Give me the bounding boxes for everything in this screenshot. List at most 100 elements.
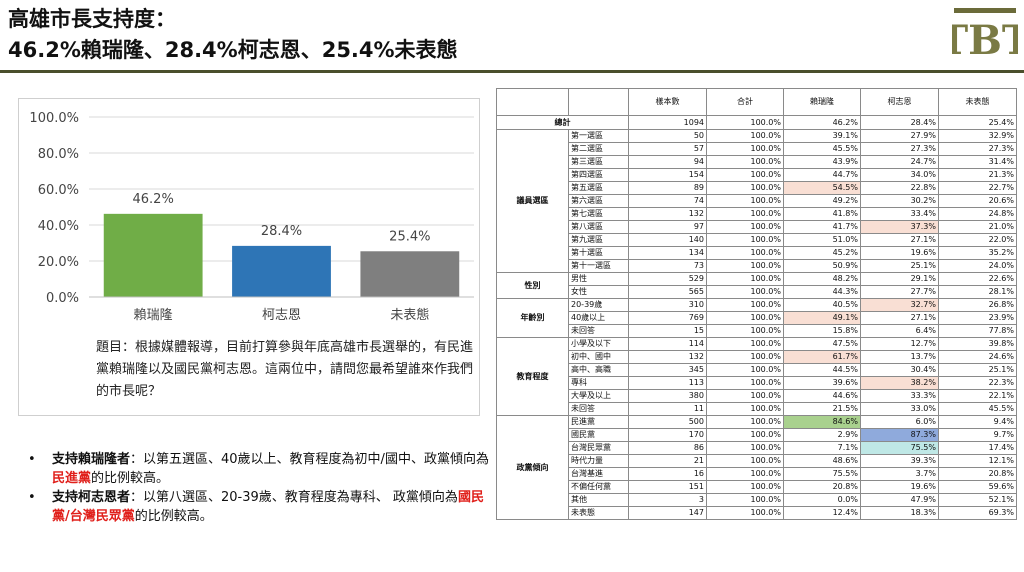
header-blank-cell xyxy=(568,88,629,116)
table-row: 年齡別 20-39歲 310 100.0% 40.5% 32.7% 26.8% xyxy=(496,298,1017,338)
table-cell: 28.4% xyxy=(860,115,939,130)
y-tick-label: 60.0% xyxy=(38,183,79,198)
column-header: 合計 xyxy=(706,88,784,116)
table-cell: 39.1% xyxy=(783,129,861,143)
table-cell: 19.6% xyxy=(860,480,939,494)
row-label: 第七選區 xyxy=(568,207,629,221)
table-cell: 100.0% xyxy=(706,168,784,182)
table-cell: 74 xyxy=(628,194,707,208)
row-label: 第十一選區 xyxy=(568,259,629,273)
table-cell: 769 xyxy=(628,311,707,325)
column-header: 賴瑞隆 xyxy=(783,88,861,116)
row-label: 第五選區 xyxy=(568,181,629,195)
table-cell: 100.0% xyxy=(706,311,784,325)
table-cell: 16 xyxy=(628,467,707,481)
table-cell: 40.5% xyxy=(783,298,861,312)
row-label: 國民黨 xyxy=(568,428,629,442)
table-cell: 100.0% xyxy=(706,376,784,390)
data-label: 46.2% xyxy=(133,192,174,207)
table-row: 第十選區 134 100.0% 45.2% 19.6% 35.2% xyxy=(497,246,1017,260)
finding-lead: 支持柯志恩者 xyxy=(52,490,131,505)
table-cell: 100.0% xyxy=(706,337,784,351)
row-label: 其他 xyxy=(568,493,629,507)
table-cell: 100.0% xyxy=(706,194,784,208)
table-cell: 47.9% xyxy=(860,493,939,507)
row-label: 第六選區 xyxy=(568,194,629,208)
table-cell: 41.8% xyxy=(783,207,861,221)
table-cell: 12.7% xyxy=(860,337,939,351)
table-cell: 345 xyxy=(628,363,707,377)
table-row: 第十一選區 73 100.0% 50.9% 25.1% 24.0% xyxy=(497,259,1017,273)
x-tick-label: 未表態 xyxy=(390,307,429,323)
table-cell: 25.1% xyxy=(860,259,939,273)
table-cell: 6.0% xyxy=(860,415,939,429)
row-label: 台灣基進 xyxy=(568,467,629,481)
table-cell: 100.0% xyxy=(706,467,784,481)
table-row: 第九選區 140 100.0% 51.0% 27.1% 22.0% xyxy=(497,233,1017,247)
table-cell: 100.0% xyxy=(706,115,784,130)
table-row: 未表態 147 100.0% 12.4% 18.3% 69.3% xyxy=(497,506,1017,520)
table-cell: 59.6% xyxy=(938,480,1017,494)
row-label: 40歲以上 xyxy=(568,311,629,325)
table-cell: 39.6% xyxy=(783,376,861,390)
table-cell: 1094 xyxy=(628,115,707,130)
table-row: 台灣民眾黨 86 100.0% 7.1% 75.5% 17.4% xyxy=(497,441,1017,455)
table-cell: 22.6% xyxy=(938,272,1017,286)
group-label: 年齡別 xyxy=(496,298,569,338)
table-cell: 45.2% xyxy=(783,246,861,260)
table-cell: 21.0% xyxy=(938,220,1017,234)
table-row: 專科 113 100.0% 39.6% 38.2% 22.3% xyxy=(497,376,1017,390)
row-label: 時代力量 xyxy=(568,454,629,468)
table-cell: 100.0% xyxy=(706,259,784,273)
table-cell: 170 xyxy=(628,428,707,442)
table-cell: 22.0% xyxy=(938,233,1017,247)
table-cell: 100.0% xyxy=(706,454,784,468)
row-label: 第十選區 xyxy=(568,246,629,260)
y-tick-label: 0.0% xyxy=(46,291,79,306)
bar xyxy=(360,251,460,297)
table-cell: 100.0% xyxy=(706,285,784,299)
table-cell: 100.0% xyxy=(706,506,784,520)
finding-highlight: 國民黨/台灣民眾黨 xyxy=(52,490,484,524)
table-cell: 27.1% xyxy=(860,311,939,325)
table-cell: 27.1% xyxy=(860,233,939,247)
table-row: 其他 3 100.0% 0.0% 47.9% 52.1% xyxy=(497,493,1017,507)
table-cell: 22.3% xyxy=(938,376,1017,390)
table-row: 教育程度 小學及以下 114 100.0% 47.5% 12.7% 39.8% xyxy=(496,337,1017,416)
table-cell: 34.0% xyxy=(860,168,939,182)
table-row: 初中、國中 132 100.0% 61.7% 13.7% 24.6% xyxy=(497,350,1017,364)
table-cell: 41.7% xyxy=(783,220,861,234)
table-cell: 100.0% xyxy=(706,272,784,286)
group-label: 性別 xyxy=(496,272,569,299)
table-cell: 32.9% xyxy=(938,129,1017,143)
table-cell: 25.4% xyxy=(938,115,1017,130)
table-cell: 24.8% xyxy=(938,207,1017,221)
chart-panel: 0.0% 20.0% 40.0% 60.0% 80.0% 100.0% 46.2% 賴瑞隆 28… xyxy=(18,98,480,416)
table-cell: 100.0% xyxy=(706,129,784,143)
table-cell: 22.1% xyxy=(938,389,1017,403)
table-cell: 310 xyxy=(628,298,707,312)
table-cell: 113 xyxy=(628,376,707,390)
group-label: 政黨傾向 xyxy=(496,415,569,520)
table-cell: 11 xyxy=(628,402,707,416)
table-cell: 132 xyxy=(628,350,707,364)
table-cell: 37.3% xyxy=(860,220,939,234)
row-label: 高中、高職 xyxy=(568,363,629,377)
finding-tail: 的比例較高。 xyxy=(91,471,170,486)
table-cell: 21.3% xyxy=(938,168,1017,182)
finding-highlight: 民進黨 xyxy=(52,471,92,486)
table-cell: 9.4% xyxy=(938,415,1017,429)
table-row: 第五選區 89 100.0% 54.5% 22.8% 22.7% xyxy=(497,181,1017,195)
row-label: 未回答 xyxy=(568,402,629,416)
table-cell: 94 xyxy=(628,155,707,169)
table-cell: 27.9% xyxy=(860,129,939,143)
table-cell: 29.1% xyxy=(860,272,939,286)
table-cell: 100.0% xyxy=(706,246,784,260)
column-header: 樣本數 xyxy=(628,88,707,116)
table-cell: 132 xyxy=(628,207,707,221)
y-tick-label: 100.0% xyxy=(29,111,79,126)
table-cell: 89 xyxy=(628,181,707,195)
table-cell: 565 xyxy=(628,285,707,299)
table-cell: 52.1% xyxy=(938,493,1017,507)
table-cell: 77.8% xyxy=(938,324,1017,338)
